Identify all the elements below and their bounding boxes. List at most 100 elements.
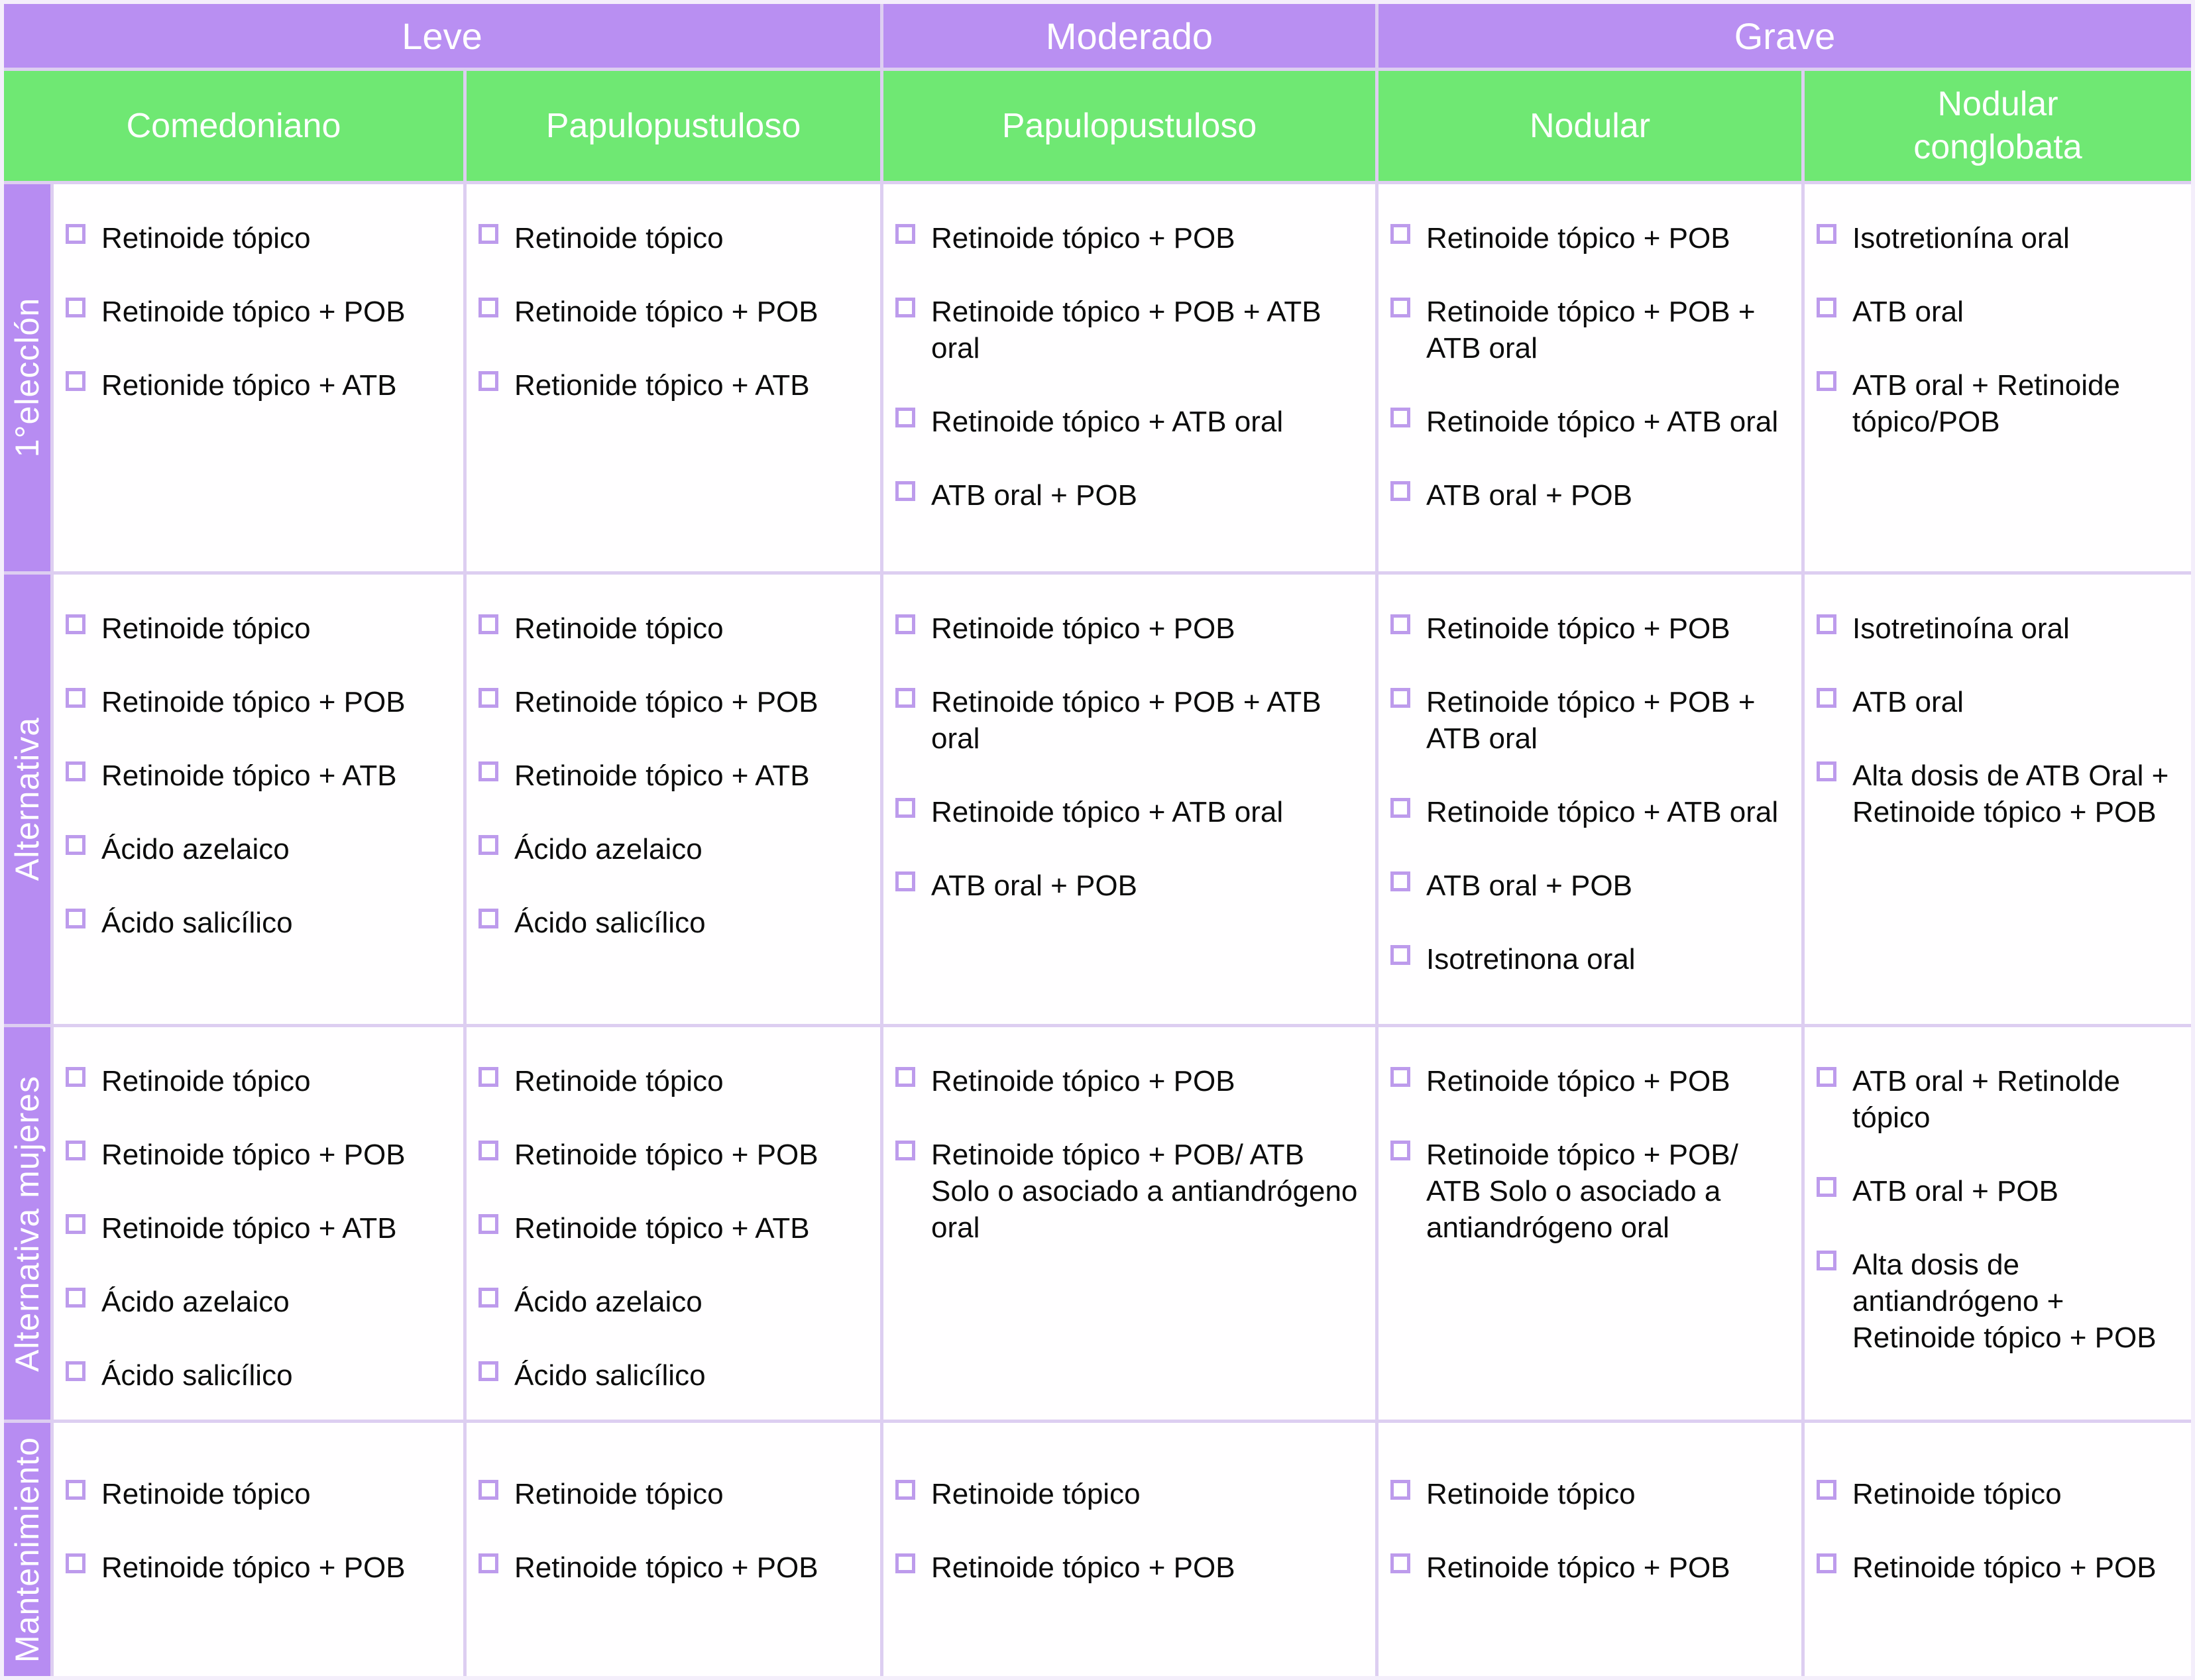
checkbox-icon[interactable]	[478, 1480, 498, 1500]
checkbox-icon[interactable]	[478, 298, 498, 317]
checkbox-icon[interactable]	[478, 761, 498, 781]
treatment-option-label: Retinoide tópico + POB	[1426, 1551, 1730, 1584]
severity-header-moderado-label: Moderado	[1045, 15, 1213, 57]
checkbox-icon[interactable]	[1817, 371, 1836, 391]
treatment-option-label: Isotretionína oral	[1852, 222, 2070, 254]
severity-header-leve-label: Leve	[402, 15, 482, 57]
treatment-option-label: Retinoide tópico + POB + ATB oral	[1426, 686, 1756, 755]
checkbox-icon[interactable]	[66, 1480, 85, 1500]
checkbox-icon[interactable]	[1390, 871, 1410, 891]
checkbox-icon[interactable]	[66, 1214, 85, 1234]
checkbox-icon[interactable]	[1817, 761, 1836, 781]
checkbox-icon[interactable]	[478, 1141, 498, 1160]
treatment-option-label: Retinoide tópico + ATB oral	[931, 406, 1284, 438]
checkbox-icon[interactable]	[1390, 224, 1410, 244]
checkbox-icon[interactable]	[478, 1553, 498, 1573]
checkbox-icon[interactable]	[66, 1361, 85, 1381]
type-header-nodular-conglobata: Nodular conglobata	[1805, 71, 2191, 181]
checkbox-icon[interactable]	[895, 688, 915, 708]
checkbox-icon[interactable]	[66, 1553, 85, 1573]
type-header-nodular-label: Nodular	[1529, 106, 1651, 145]
treatment-option: Isotretionína oral	[1815, 220, 2175, 256]
treatment-option-label: Retinoide tópico	[101, 612, 311, 645]
checkbox-icon[interactable]	[895, 408, 915, 427]
treatment-option: Retinoide tópico	[477, 1063, 864, 1099]
checkbox-icon[interactable]	[895, 871, 915, 891]
checkbox-icon[interactable]	[895, 298, 915, 317]
checkbox-icon[interactable]	[66, 688, 85, 708]
checkbox-icon[interactable]	[895, 1067, 915, 1087]
checkbox-icon[interactable]	[1817, 1480, 1836, 1500]
checkbox-icon[interactable]	[478, 371, 498, 391]
treatment-option: Retinoide tópico + ATB	[477, 1210, 864, 1247]
treatment-option: Retinoide tópico + POB	[477, 1549, 864, 1586]
checkbox-icon[interactable]	[478, 909, 498, 928]
checkbox-icon[interactable]	[478, 1067, 498, 1087]
checkbox-icon[interactable]	[1390, 408, 1410, 427]
checkbox-icon[interactable]	[66, 835, 85, 855]
checkbox-icon[interactable]	[478, 688, 498, 708]
row-label-mantenimiento: Mantenimiento	[4, 1423, 50, 1676]
treatment-cell: Retinoide tópico Retinoide tópico + POB Re…	[467, 575, 880, 1024]
checkbox-icon[interactable]	[66, 1288, 85, 1308]
treatment-cell: Retinoide tópico Retinoide tópico + POB	[54, 1423, 463, 1676]
treatment-option-label: Retinoide tópico	[101, 1065, 311, 1097]
checkbox-icon[interactable]	[478, 614, 498, 634]
checkbox-icon[interactable]	[895, 481, 915, 501]
checkbox-icon[interactable]	[895, 1480, 915, 1500]
treatment-option-label: Retinoide tópico	[514, 222, 724, 254]
checkbox-icon[interactable]	[478, 224, 498, 244]
checkbox-icon[interactable]	[66, 1141, 85, 1160]
checkbox-icon[interactable]	[1817, 688, 1836, 708]
checkbox-icon[interactable]	[1390, 688, 1410, 708]
checkbox-icon[interactable]	[66, 614, 85, 634]
checkbox-icon[interactable]	[1817, 1067, 1836, 1087]
checkbox-icon[interactable]	[1817, 1251, 1836, 1270]
checkbox-icon[interactable]	[66, 909, 85, 928]
treatment-option: ATB oral + POB	[894, 477, 1359, 514]
type-header-comedoniano: Comedoniano	[4, 71, 463, 181]
checkbox-icon[interactable]	[478, 1288, 498, 1308]
checkbox-icon[interactable]	[1390, 1067, 1410, 1087]
treatment-option-label: ATB oral + Retinoide tópico/POB	[1852, 369, 2120, 438]
treatment-option-label: ATB oral + POB	[1426, 479, 1632, 512]
checkbox-icon[interactable]	[1817, 1553, 1836, 1573]
checkbox-icon[interactable]	[478, 835, 498, 855]
checkbox-icon[interactable]	[1390, 945, 1410, 965]
checkbox-icon[interactable]	[1390, 614, 1410, 634]
checkbox-icon[interactable]	[1390, 1553, 1410, 1573]
checkbox-icon[interactable]	[1817, 614, 1836, 634]
checkbox-icon[interactable]	[66, 371, 85, 391]
treatment-option: Retinoide tópico	[1389, 1476, 1785, 1512]
checkbox-icon[interactable]	[1390, 798, 1410, 818]
checkbox-icon[interactable]	[895, 614, 915, 634]
treatment-option: Ácido azelaico	[64, 1284, 447, 1320]
checkbox-icon[interactable]	[895, 1141, 915, 1160]
checkbox-icon[interactable]	[1390, 1141, 1410, 1160]
treatment-option: Retinoide tópico	[64, 1063, 447, 1099]
type-header-papulopustuloso-moderado: Papulopustuloso	[883, 71, 1375, 181]
type-header-nodular-conglobata-label: Nodular conglobata	[1913, 85, 2082, 166]
checkbox-icon[interactable]	[1390, 481, 1410, 501]
treatment-cell: Retinoide tópico Retinoide tópico + POB	[1379, 1423, 1801, 1676]
checkbox-icon[interactable]	[1390, 298, 1410, 317]
checkbox-icon[interactable]	[895, 798, 915, 818]
treatment-option: Ácido azelaico	[64, 831, 447, 868]
checkbox-icon[interactable]	[1817, 1177, 1836, 1197]
checkbox-icon[interactable]	[1390, 1480, 1410, 1500]
checkbox-icon[interactable]	[895, 1553, 915, 1573]
checkbox-icon[interactable]	[895, 224, 915, 244]
checkbox-icon[interactable]	[66, 761, 85, 781]
checkbox-icon[interactable]	[1817, 298, 1836, 317]
type-header-papulopustuloso-leve-label: Papulopustuloso	[545, 106, 801, 145]
checkbox-icon[interactable]	[66, 1067, 85, 1087]
checkbox-icon[interactable]	[478, 1214, 498, 1234]
checkbox-icon[interactable]	[478, 1361, 498, 1381]
checkbox-icon[interactable]	[66, 298, 85, 317]
treatment-option-label: ATB oral + POB	[931, 869, 1137, 902]
checkbox-icon[interactable]	[66, 224, 85, 244]
treatment-option-label: Retinoide tópico + POB	[1426, 612, 1730, 645]
checkbox-icon[interactable]	[1817, 224, 1836, 244]
treatment-cell: Retinoide tópico Retinoide tópico + POB	[883, 1423, 1375, 1676]
severity-header-grave-label: Grave	[1734, 15, 1836, 57]
